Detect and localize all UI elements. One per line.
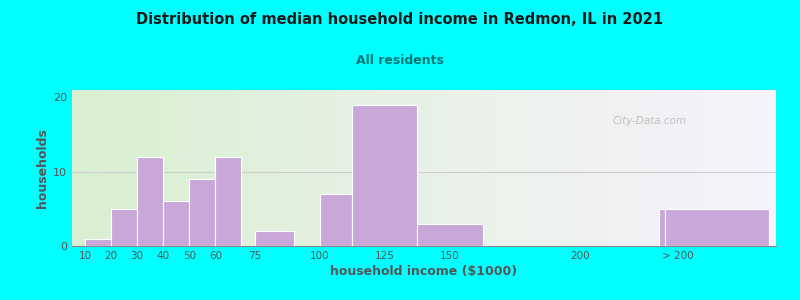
X-axis label: household income ($1000): household income ($1000) — [330, 265, 518, 278]
Bar — [137, 157, 163, 246]
Bar — [254, 231, 294, 246]
Bar — [320, 194, 352, 246]
Text: All residents: All residents — [356, 54, 444, 67]
Text: Distribution of median household income in Redmon, IL in 2021: Distribution of median household income … — [137, 12, 663, 27]
Text: City-Data.com: City-Data.com — [612, 116, 686, 126]
Bar — [352, 105, 418, 246]
Bar — [190, 179, 215, 246]
Y-axis label: households: households — [36, 128, 49, 208]
Bar — [665, 209, 770, 246]
Bar — [418, 224, 482, 246]
Bar — [215, 157, 242, 246]
Bar — [658, 209, 763, 246]
Bar — [85, 238, 111, 246]
Bar — [111, 209, 137, 246]
Bar — [163, 201, 190, 246]
